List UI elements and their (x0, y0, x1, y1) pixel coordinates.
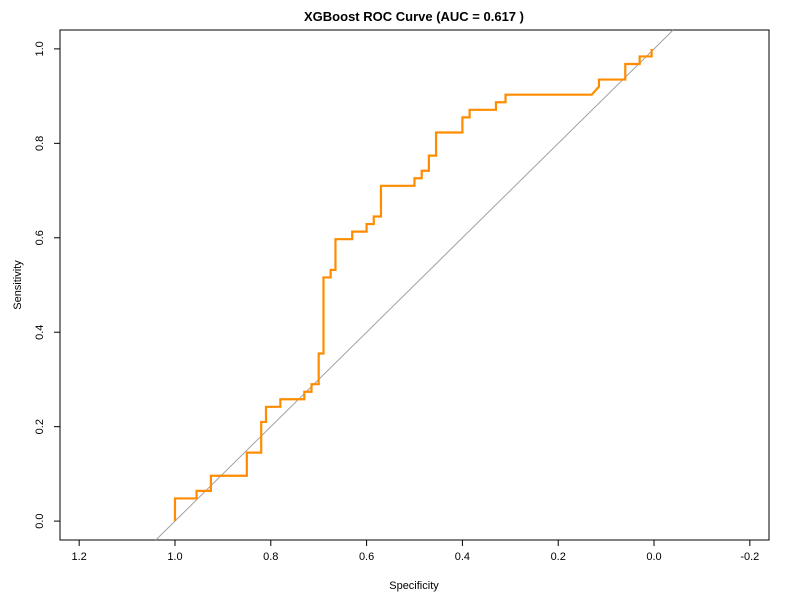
y-tick-label: 0.2 (34, 419, 46, 434)
x-tick-label: 1.2 (72, 551, 87, 563)
x-axis-label: Specificity (389, 580, 439, 592)
x-tick-label: 0.0 (646, 551, 661, 563)
y-tick-label: 0.8 (34, 136, 46, 151)
x-tick-label: 0.4 (455, 551, 470, 563)
x-tick-label: 0.6 (359, 551, 374, 563)
plot-area (155, 29, 674, 541)
x-tick-label: 1.0 (167, 551, 182, 563)
y-tick-label: 0.6 (34, 230, 46, 245)
x-tick-label: 0.8 (263, 551, 278, 563)
y-axis-label: Sensitivity (12, 260, 24, 310)
plot-frame (59, 29, 770, 541)
x-tick-label: -0.2 (740, 551, 759, 563)
y-axis: 0.0 0.2 0.4 0.6 0.8 1.0 (34, 41, 60, 529)
y-tick-label: 0.4 (34, 325, 46, 340)
roc-curve-line (173, 48, 653, 522)
x-axis: 1.2 1.0 0.8 0.6 0.4 0.2 0.0 -0.2 (72, 540, 759, 563)
chart-title: XGBoost ROC Curve (AUC = 0.617 ) (304, 9, 524, 24)
reference-diagonal-line (155, 29, 674, 541)
y-tick-label: 0.0 (34, 513, 46, 528)
y-tick-label: 1.0 (34, 41, 46, 56)
x-tick-label: 0.2 (551, 551, 566, 563)
